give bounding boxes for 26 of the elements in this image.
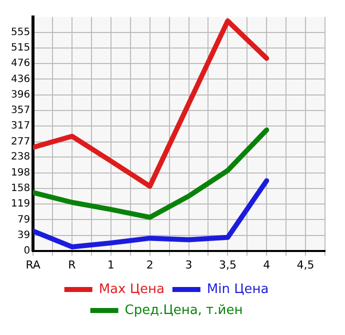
x-tick-label: 3,5 xyxy=(218,258,236,272)
x-tick-label: 4,5 xyxy=(296,258,314,272)
y-tick-label: 79 xyxy=(17,214,30,226)
y-tick-label: 158 xyxy=(10,183,30,194)
y-tick-label: 317 xyxy=(10,120,30,132)
y-tick-label: 396 xyxy=(10,90,30,101)
x-tick-label: 3 xyxy=(185,258,192,272)
y-tick-label: 238 xyxy=(10,152,30,163)
y-tick-label: 119 xyxy=(10,198,30,210)
y-tick-label: 0 xyxy=(24,245,30,256)
x-tick-label: 2 xyxy=(146,258,154,272)
y-tick-label: 39 xyxy=(17,230,30,242)
y-tick-label: 515 xyxy=(10,42,30,54)
y-tick-label: 357 xyxy=(10,104,30,116)
legend-label: Min Цена xyxy=(206,282,269,297)
legend-label: Сред.Цена, т.йен xyxy=(124,302,243,318)
y-tick-label: 476 xyxy=(10,58,30,70)
y-tick-label: 436 xyxy=(10,74,30,85)
x-tick-label: RA xyxy=(26,258,41,272)
x-tick-label: 4 xyxy=(263,258,270,272)
y-tick-label: 198 xyxy=(10,167,30,178)
x-tick-label: 1 xyxy=(107,258,114,272)
y-tick-label: 555 xyxy=(10,26,30,38)
x-tick-label: R xyxy=(68,258,76,272)
legend-label: Max Цена xyxy=(98,282,164,297)
y-tick-label: 277 xyxy=(10,136,30,148)
